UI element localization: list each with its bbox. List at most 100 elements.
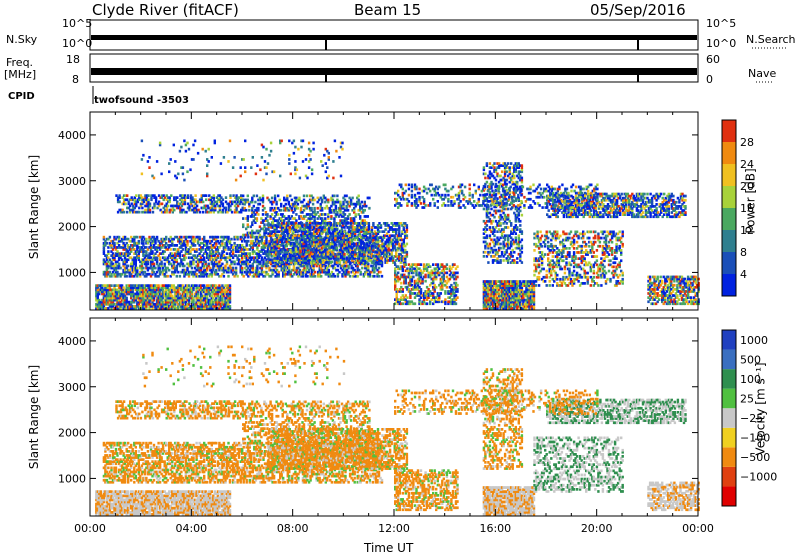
heatmap-cell <box>266 213 268 216</box>
heatmap-cell <box>127 265 129 268</box>
heatmap-cell <box>222 203 224 206</box>
heatmap-cell <box>301 222 303 225</box>
heatmap-cell <box>229 305 231 308</box>
heatmap-cell <box>233 242 235 245</box>
heatmap-cell <box>232 267 234 270</box>
heatmap-cell <box>346 222 348 225</box>
heatmap-cell <box>151 250 153 253</box>
heatmap-cell <box>372 222 374 225</box>
heatmap-cell <box>289 226 291 229</box>
heatmap-cell <box>266 219 268 222</box>
heatmap-cell <box>314 271 316 274</box>
heatmap-cell <box>118 236 120 239</box>
heatmap-cell <box>212 250 214 253</box>
heatmap-cell <box>248 209 250 212</box>
heatmap-cell <box>170 194 172 197</box>
heatmap-cell <box>361 201 363 204</box>
heatmap-cell <box>289 195 291 198</box>
heatmap-cell <box>147 198 149 201</box>
heatmap-cell <box>179 275 181 278</box>
heatmap-cell <box>380 257 382 260</box>
heatmap-cell <box>247 195 249 198</box>
heatmap-cell <box>349 226 351 229</box>
heatmap-cell <box>278 271 280 274</box>
heatmap-cell <box>295 219 297 222</box>
heatmap-cell <box>253 195 255 198</box>
heatmap-cell <box>379 271 381 274</box>
heatmap-cell <box>358 199 360 202</box>
heatmap-cell <box>167 275 169 278</box>
heatmap-cell <box>368 207 370 210</box>
heatmap-cell <box>126 194 128 197</box>
heatmap-cell <box>225 196 227 199</box>
heatmap-cell <box>347 209 349 212</box>
heatmap-cell <box>164 263 166 266</box>
heatmap-cell <box>183 265 185 268</box>
heatmap-cell <box>257 207 259 210</box>
heatmap-cell <box>110 284 112 287</box>
heatmap-cell <box>217 236 219 239</box>
heatmap-cell <box>202 211 204 214</box>
heatmap-cell <box>330 261 332 264</box>
heatmap-cell <box>380 224 382 227</box>
heatmap-cell <box>317 207 319 210</box>
heatmap-cell <box>336 228 338 231</box>
heatmap-cell <box>297 207 299 210</box>
heatmap-cell <box>191 267 193 270</box>
heatmap-cell <box>253 205 255 208</box>
heatmap-cell <box>345 261 347 264</box>
heatmap-cell <box>126 211 128 214</box>
heatmap-cell <box>152 211 154 214</box>
heatmap-cell <box>142 267 144 270</box>
heatmap-cell <box>305 222 307 225</box>
heatmap-cell <box>205 194 207 197</box>
heatmap-cell <box>226 261 228 264</box>
heatmap-cell <box>263 223 265 226</box>
heatmap-cell <box>147 194 149 197</box>
heatmap-cell <box>334 253 336 256</box>
heatmap-cell <box>242 217 244 220</box>
heatmap-cell <box>180 236 182 239</box>
heatmap-cell <box>303 195 305 198</box>
heatmap-cell <box>367 215 369 218</box>
heatmap-cell <box>203 236 205 239</box>
heatmap-cell <box>229 284 231 287</box>
heatmap-cell <box>280 209 282 212</box>
heatmap-cell <box>259 234 261 237</box>
heatmap-cell <box>118 194 120 197</box>
heatmap-cell <box>125 203 127 206</box>
heatmap-cell <box>284 234 286 237</box>
heatmap-cell <box>231 211 233 214</box>
heatmap-cell <box>236 236 238 239</box>
heatmap-cell <box>235 267 237 270</box>
heatmap-cell <box>213 194 215 197</box>
heatmap-cell <box>242 195 244 198</box>
heatmap-cell <box>254 201 256 204</box>
heatmap-cell <box>205 198 207 201</box>
heatmap-cell <box>330 222 332 225</box>
heatmap-cell <box>320 275 322 278</box>
heatmap-cell <box>278 245 280 248</box>
heatmap-cell <box>136 267 138 270</box>
heatmap-cell <box>319 222 321 225</box>
heatmap-cell <box>348 213 350 216</box>
heatmap-cell <box>145 238 147 241</box>
heatmap-cell <box>136 236 138 239</box>
heatmap-cell <box>285 203 287 206</box>
heatmap-cell <box>126 297 128 300</box>
heatmap-cell <box>198 236 200 239</box>
heatmap-cell <box>149 209 151 212</box>
heatmap-cell <box>295 213 297 216</box>
heatmap-cell <box>195 248 197 251</box>
heatmap-cell <box>275 201 277 204</box>
heatmap-cell <box>315 236 317 239</box>
heatmap-cell <box>296 230 298 233</box>
heatmap-cell <box>306 195 308 198</box>
heatmap-cell <box>328 269 330 272</box>
heatmap-cell <box>167 205 169 208</box>
heatmap-cell <box>270 255 272 258</box>
power-heatmap <box>95 140 700 310</box>
heatmap-cell <box>123 211 125 214</box>
heatmap-cell <box>305 243 307 246</box>
heatmap-cell <box>364 209 366 212</box>
